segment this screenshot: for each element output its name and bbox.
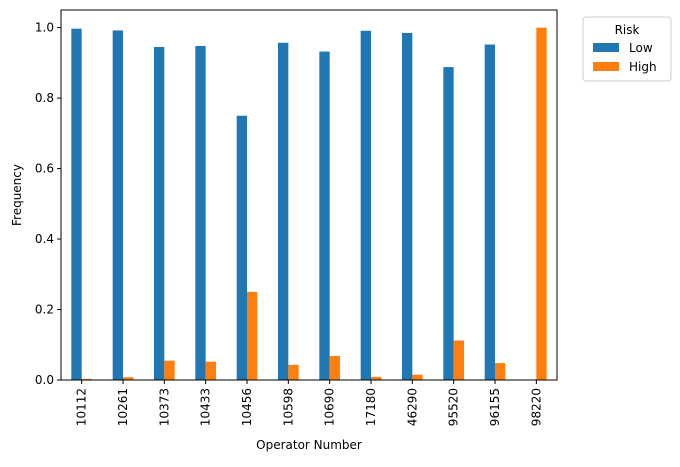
bars-layer bbox=[71, 27, 547, 381]
bar-high-46290 bbox=[412, 374, 423, 380]
y-axis: 0.0 0.2 0.4 0.6 0.8 1.0 bbox=[35, 21, 61, 387]
y-tick-label: 0.0 bbox=[35, 373, 54, 387]
bar-high-95520 bbox=[453, 340, 464, 380]
bar-low-10690 bbox=[319, 51, 330, 380]
x-axis: 10112 10261 10373 10433 10456 10598 10690 17180… bbox=[75, 380, 543, 426]
legend: Risk Low High bbox=[582, 16, 672, 82]
bar-high-10690 bbox=[329, 356, 340, 380]
x-tick-label: 10112 bbox=[75, 388, 89, 426]
x-tick-label: 10373 bbox=[157, 388, 171, 426]
bar-low-10456 bbox=[236, 115, 247, 380]
legend-label-high: High bbox=[629, 60, 657, 74]
bar-high-10598 bbox=[288, 364, 299, 380]
bar-high-10112 bbox=[81, 378, 92, 380]
x-tick-label: 96155 bbox=[488, 388, 502, 426]
bar-high-98220 bbox=[536, 27, 547, 380]
x-axis-label: Operator Number bbox=[256, 438, 362, 452]
bar-low-10433 bbox=[195, 45, 206, 380]
bar-high-10433 bbox=[205, 361, 216, 380]
x-tick-label: 17180 bbox=[364, 388, 378, 426]
legend-label-low: Low bbox=[629, 41, 653, 55]
y-tick-label: 1.0 bbox=[35, 21, 54, 35]
bar-low-96155 bbox=[484, 44, 495, 381]
y-tick-label: 0.4 bbox=[35, 232, 54, 246]
x-tick-label: 95520 bbox=[447, 388, 461, 426]
y-tick-label: 0.6 bbox=[35, 162, 54, 176]
bar-low-10261 bbox=[112, 30, 123, 380]
bar-high-17180 bbox=[371, 376, 382, 380]
y-tick-label: 0.8 bbox=[35, 91, 54, 105]
bar-low-10373 bbox=[154, 47, 165, 380]
bar-low-10112 bbox=[71, 28, 82, 381]
x-tick-label: 98220 bbox=[529, 388, 543, 426]
bar-high-10261 bbox=[123, 377, 134, 380]
legend-title: Risk bbox=[615, 23, 640, 37]
x-tick-label: 10598 bbox=[281, 388, 295, 426]
bar-low-95520 bbox=[443, 67, 454, 380]
x-tick-label: 10261 bbox=[116, 388, 130, 426]
bar-low-10598 bbox=[278, 42, 289, 381]
legend-swatch-low bbox=[593, 43, 619, 52]
y-axis-label: Frequency bbox=[10, 164, 24, 226]
x-tick-label: 10690 bbox=[323, 388, 337, 426]
bar-high-96155 bbox=[495, 363, 506, 380]
x-tick-label: 10433 bbox=[199, 388, 213, 426]
bar-high-10456 bbox=[247, 291, 258, 380]
bar-high-10373 bbox=[164, 360, 175, 380]
y-tick-label: 0.2 bbox=[35, 303, 54, 317]
bar-low-17180 bbox=[360, 30, 371, 381]
plot-frame bbox=[60, 9, 558, 381]
legend-swatch-high bbox=[593, 62, 619, 71]
x-tick-label: 10456 bbox=[240, 388, 254, 426]
x-tick-label: 46290 bbox=[405, 388, 419, 426]
bar-low-46290 bbox=[402, 32, 413, 381]
